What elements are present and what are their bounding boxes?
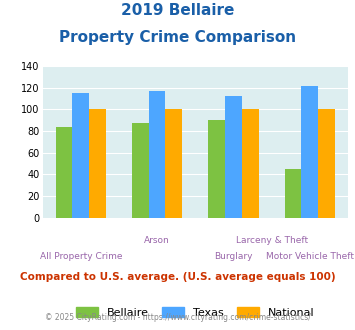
Text: All Property Crime: All Property Crime xyxy=(39,252,122,261)
Bar xyxy=(72,93,89,218)
Bar xyxy=(132,123,149,218)
Bar xyxy=(56,127,72,218)
Text: Arson: Arson xyxy=(144,236,170,245)
Bar xyxy=(225,96,242,218)
Bar xyxy=(165,109,182,218)
Bar xyxy=(242,109,258,218)
Text: © 2025 CityRating.com - https://www.cityrating.com/crime-statistics/: © 2025 CityRating.com - https://www.city… xyxy=(45,314,310,322)
Text: Motor Vehicle Theft: Motor Vehicle Theft xyxy=(266,252,354,261)
Bar xyxy=(208,120,225,218)
Text: Property Crime Comparison: Property Crime Comparison xyxy=(59,30,296,45)
Text: Burglary: Burglary xyxy=(214,252,253,261)
Text: 2019 Bellaire: 2019 Bellaire xyxy=(121,3,234,18)
Bar xyxy=(285,169,301,218)
Bar xyxy=(89,109,106,218)
Text: Compared to U.S. average. (U.S. average equals 100): Compared to U.S. average. (U.S. average … xyxy=(20,272,335,282)
Bar xyxy=(149,91,165,218)
Bar xyxy=(318,109,335,218)
Bar xyxy=(301,85,318,218)
Legend: Bellaire, Texas, National: Bellaire, Texas, National xyxy=(71,302,320,322)
Text: Larceny & Theft: Larceny & Theft xyxy=(235,236,308,245)
